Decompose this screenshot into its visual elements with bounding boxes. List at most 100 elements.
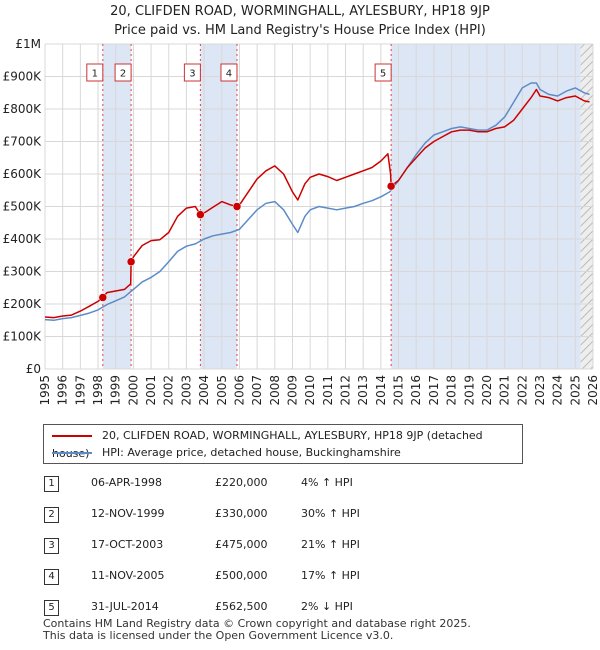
- row-number: 2: [44, 507, 59, 523]
- sale-labels: 1 2 3 4 5: [86, 63, 392, 82]
- x-tick-label: 2026: [586, 375, 600, 406]
- legend-label-property: 20, CLIFDEN ROAD, WORMINGHALL, AYLESBURY…: [52, 429, 483, 460]
- row-change: 17% ↑ HPI: [301, 569, 360, 582]
- row-price: £562,500: [215, 600, 268, 613]
- sale-label-text: 2: [120, 69, 126, 80]
- sale-label-box: [374, 63, 392, 82]
- x-axis-ticks: 1995 1996 1997 1998 1999 2000 2001 2002 2003 2004…: [38, 375, 600, 406]
- x-tick-label: 2013: [356, 375, 370, 406]
- row-date: 06-APR-1998: [91, 476, 163, 489]
- x-tick-label: 2023: [533, 375, 547, 406]
- x-tick-label: 2020: [480, 375, 494, 406]
- chart-title: 20, CLIFDEN ROAD, WORMINGHALL, AYLESBURY…: [0, 2, 600, 40]
- x-tick-label: 2012: [339, 375, 353, 406]
- y-tick-label: £900K: [3, 70, 43, 84]
- x-tick-label: 2010: [303, 375, 317, 406]
- x-tick-label: 1999: [109, 375, 123, 406]
- table-row: 4 11-NOV-2005 £500,000 17% ↑ HPI: [43, 565, 563, 596]
- x-tick-label: 2019: [462, 375, 476, 406]
- table-row: 1 06-APR-1998 £220,000 4% ↑ HPI: [43, 472, 563, 503]
- row-price: £475,000: [215, 538, 268, 551]
- legend-item-property: 20, CLIFDEN ROAD, WORMINGHALL, AYLESBURY…: [52, 427, 522, 460]
- x-tick-label: 2018: [445, 375, 459, 406]
- row-date: 17-OCT-2003: [91, 538, 164, 551]
- x-tick-label: 2005: [215, 375, 229, 406]
- y-tick-label: £1M: [15, 37, 41, 51]
- y-tick-label: £700K: [3, 135, 43, 149]
- legend-swatch-property: [52, 435, 92, 437]
- x-tick-label: 1995: [38, 375, 52, 406]
- x-tick-label: 2000: [126, 375, 140, 406]
- x-tick-label: 1996: [56, 375, 70, 406]
- x-tick-label: 2022: [515, 375, 529, 406]
- x-tick-label: 2017: [427, 375, 441, 406]
- row-date: 31-JUL-2014: [91, 600, 159, 613]
- sale-points: [98, 181, 396, 302]
- row-change: 2% ↓ HPI: [301, 600, 353, 613]
- sale-label-box: [183, 63, 201, 82]
- sale-point: [386, 181, 396, 191]
- sale-label-box: [114, 63, 132, 82]
- row-change: 4% ↑ HPI: [301, 476, 353, 489]
- row-number: 4: [44, 569, 59, 585]
- legend-item-hpi: HPI: Average price, detached house, Buck…: [52, 444, 401, 462]
- row-date: 12-NOV-1999: [91, 507, 165, 520]
- sale-point: [126, 257, 136, 266]
- grid-lines: [44, 43, 594, 370]
- y-axis-ticks: £0 £100K £200K £300K £400K £500K £600K £700K £80…: [3, 37, 43, 376]
- row-price: £500,000: [215, 569, 268, 582]
- row-change: 21% ↑ HPI: [301, 538, 360, 551]
- sale-label-box: [86, 63, 104, 82]
- x-tick-label: 2025: [568, 375, 582, 406]
- row-number: 5: [44, 600, 59, 616]
- y-tick-label: £400K: [3, 232, 43, 246]
- sale-label-text: 3: [189, 69, 195, 80]
- y-tick-label: £600K: [3, 167, 43, 181]
- x-tick-label: 1997: [73, 375, 87, 406]
- series-line: [44, 82, 590, 322]
- x-tick-label: 2007: [250, 375, 264, 406]
- x-tick-label: 2016: [409, 375, 423, 406]
- table-row: 2 12-NOV-1999 £330,000 30% ↑ HPI: [43, 503, 563, 534]
- x-tick-label: 2006: [232, 375, 246, 406]
- sale-label-text: 1: [92, 69, 98, 80]
- y-tick-label: £100K: [3, 330, 43, 344]
- table-row: 5 31-JUL-2014 £562,500 2% ↓ HPI: [43, 596, 563, 627]
- x-tick-label: 2015: [392, 375, 406, 406]
- sale-point: [232, 202, 242, 211]
- x-tick-label: 2024: [551, 375, 565, 406]
- x-tick-label: 2009: [285, 375, 299, 406]
- legend: 20, CLIFDEN ROAD, WORMINGHALL, AYLESBURY…: [43, 424, 523, 464]
- y-tick-label: £300K: [3, 265, 43, 279]
- x-tick-label: 2002: [162, 375, 176, 406]
- sale-point: [98, 293, 108, 302]
- x-tick-label: 2001: [144, 375, 158, 406]
- title-line-1: 20, CLIFDEN ROAD, WORMINGHALL, AYLESBURY…: [110, 4, 490, 19]
- sale-label-text: 5: [380, 69, 386, 80]
- row-price: £220,000: [215, 476, 268, 489]
- x-tick-label: 2014: [374, 375, 388, 406]
- price-chart: 1 2 3 4 5 £0 £100K £200K £300K £400K £500K £600K £7…: [3, 37, 600, 406]
- legend-swatch-hpi: [52, 452, 92, 454]
- x-tick-label: 2008: [268, 375, 282, 406]
- y-tick-label: £800K: [3, 102, 43, 116]
- row-change: 30% ↑ HPI: [301, 507, 360, 520]
- x-tick-label: 2021: [498, 375, 512, 406]
- x-tick-label: 2011: [321, 375, 335, 406]
- row-date: 11-NOV-2005: [91, 569, 165, 582]
- sale-point: [196, 210, 205, 219]
- x-tick-label: 2003: [179, 375, 193, 406]
- y-tick-label: £0: [26, 362, 41, 376]
- y-tick-label: £500K: [3, 200, 43, 214]
- table-row: 3 17-OCT-2003 £475,000 21% ↑ HPI: [43, 534, 563, 565]
- y-tick-label: £200K: [3, 297, 43, 311]
- x-tick-label: 1998: [91, 375, 105, 406]
- transactions-table: 1 06-APR-1998 £220,000 4% ↑ HPI 2 12-NOV…: [43, 472, 563, 627]
- title-line-2: Price paid vs. HM Land Registry's House …: [114, 23, 486, 38]
- sale-label-box: [220, 63, 238, 82]
- row-number: 1: [44, 476, 59, 492]
- x-tick-label: 2004: [197, 375, 211, 406]
- footer: Contains HM Land Registry data © Crown c…: [43, 618, 471, 642]
- row-price: £330,000: [215, 507, 268, 520]
